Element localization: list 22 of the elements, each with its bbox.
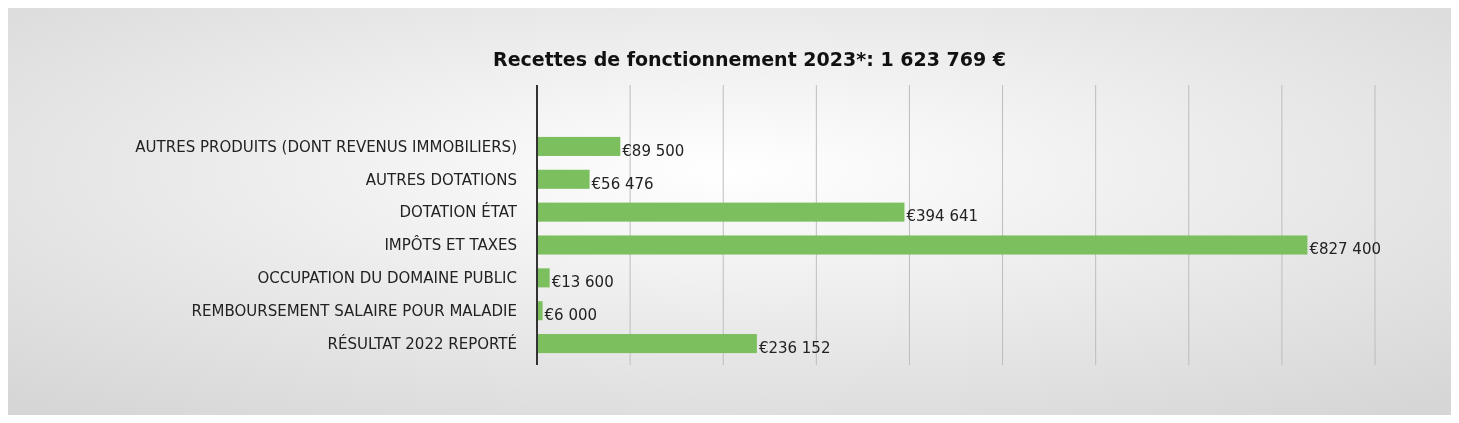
data-label: €89 500	[622, 141, 685, 160]
bar	[537, 202, 905, 222]
data-label: €13 600	[551, 273, 614, 292]
bar	[537, 169, 590, 189]
y-tick-label: REMBOURSEMENT SALAIRE POUR MALADIE	[191, 301, 517, 320]
bar	[537, 301, 543, 321]
y-tick-label: AUTRES DOTATIONS	[365, 170, 517, 189]
y-tick-label: OCCUPATION DU DOMAINE PUBLIC	[257, 269, 517, 288]
data-label: €56 476	[591, 174, 654, 193]
y-tick-label: IMPÔTS ET TAXES	[384, 235, 517, 255]
bar	[537, 334, 757, 354]
chart-title: Recettes de fonctionnement 2023*: 1 623 769 €	[493, 48, 1006, 70]
data-label: €6 000	[544, 305, 598, 324]
bar	[537, 268, 550, 288]
bar	[537, 136, 621, 156]
y-tick-label: RÉSULTAT 2022 REPORTÉ	[327, 333, 517, 353]
data-label: €394 641	[906, 207, 979, 226]
data-label: €236 152	[758, 338, 831, 357]
data-label: €827 400	[1309, 240, 1381, 259]
y-tick-label: DOTATION ÉTAT	[399, 202, 518, 222]
bar	[537, 235, 1308, 255]
y-tick-label: AUTRES PRODUITS (DONT REVENUS IMMOBILIERS)	[135, 137, 517, 156]
